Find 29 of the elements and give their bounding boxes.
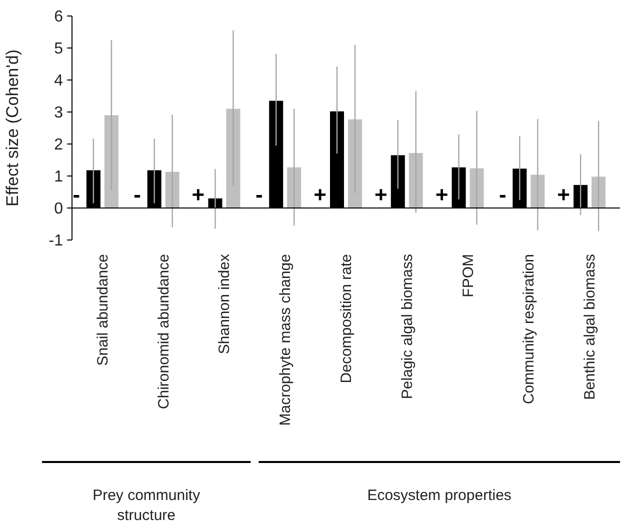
y-tick-label: 6	[54, 8, 64, 26]
y-tick-label: -1	[48, 232, 64, 250]
x-tick-label: Chironomid abundance	[155, 254, 172, 410]
annotation: +	[374, 182, 388, 207]
x-tick-label: Macrophyte mass change	[277, 254, 294, 426]
annotation: -	[134, 182, 141, 207]
text: Ecosystem properties	[367, 487, 512, 504]
y-tick-label: 5	[54, 40, 64, 58]
x-tick-label: Benthic algal biomass	[582, 254, 599, 400]
annotation: +	[314, 182, 326, 207]
y-tick-label: 2	[54, 136, 64, 154]
y-tick-label: 1	[54, 168, 64, 186]
x-tick-label: Shannon index	[216, 254, 234, 354]
annotation: +	[435, 182, 448, 207]
annotation: +	[192, 182, 205, 207]
x-tick-label: Pelagic algal biomass	[398, 254, 416, 400]
annotation: +	[557, 182, 570, 207]
annotation: -	[72, 182, 80, 207]
x-tick-label: Snail abundance	[94, 254, 112, 366]
annotation: -	[255, 182, 263, 207]
text: Prey community structure	[92, 487, 201, 524]
y-tick-label: 4	[54, 72, 64, 90]
x-tick-label: FPOM	[460, 254, 477, 298]
x-tick-label: Decomposition rate	[338, 254, 355, 384]
annotation: -	[499, 182, 506, 207]
x-tick-label: Community respiration	[520, 254, 538, 404]
y-axis-title: Effect size (Cohen'd)	[3, 50, 22, 206]
y-tick-label: 0	[54, 200, 64, 218]
y-tick-label: 3	[54, 104, 64, 122]
